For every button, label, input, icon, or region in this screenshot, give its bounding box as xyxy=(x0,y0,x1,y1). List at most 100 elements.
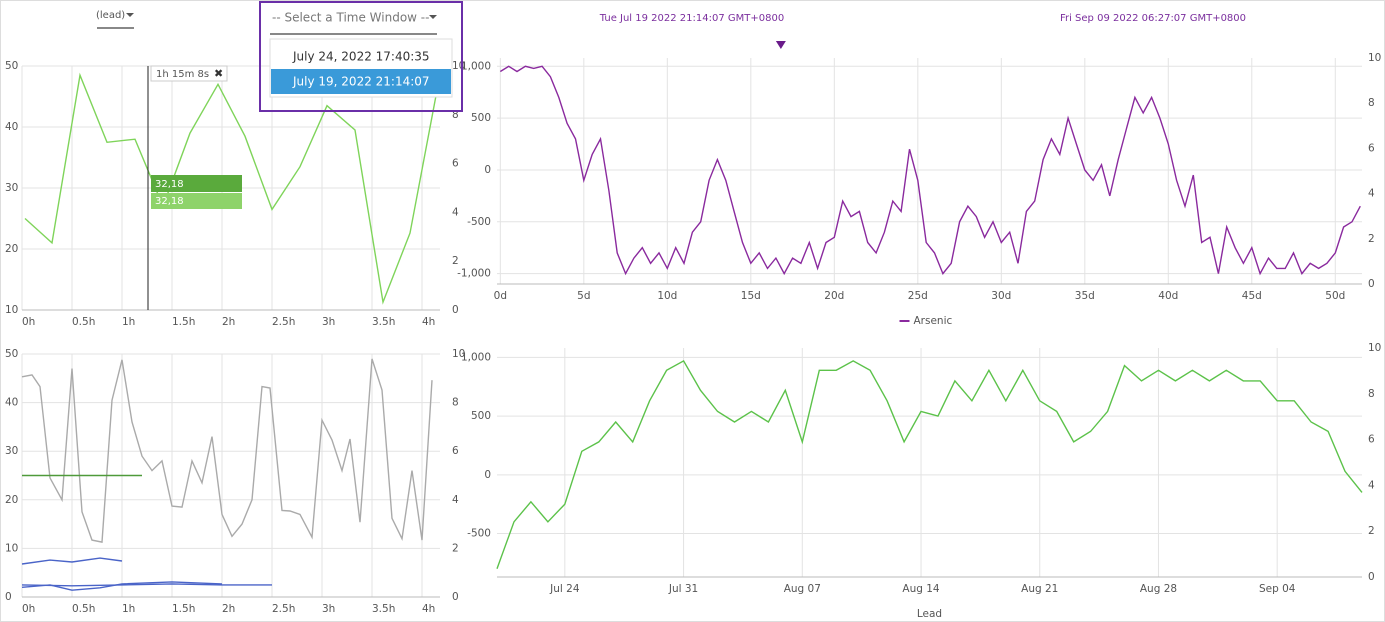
y-tick-label: 40 xyxy=(5,121,18,133)
x-tick-label: 35d xyxy=(1075,290,1095,302)
x-tick-label: Aug 07 xyxy=(784,583,821,595)
x-tick-label: 2.5h xyxy=(272,603,295,615)
y-tick-label: -500 xyxy=(467,528,491,540)
lead-dropdown-label[interactable]: (lead) xyxy=(96,10,125,21)
tooltip-text: 1h 15m 8s xyxy=(156,69,209,80)
x-tick-label: 2h xyxy=(222,316,235,328)
series-line xyxy=(499,65,1361,276)
y2-tick-label: 0 xyxy=(1368,571,1375,583)
y-tick-label: 40 xyxy=(5,397,18,409)
x-tick-label: 50d xyxy=(1325,290,1345,302)
x-tick-label: Sep 04 xyxy=(1259,583,1296,595)
tooltip-box xyxy=(150,65,228,82)
x-tick-label: 0.5h xyxy=(72,603,95,615)
range-end: Fri Sep 09 2022 06:27:07 GMT+0800 xyxy=(1060,13,1246,24)
y2-tick-label: 8 xyxy=(1368,97,1375,109)
legend-label: Arsenic xyxy=(914,315,953,327)
caret xyxy=(126,13,134,17)
y2-tick-label: 8 xyxy=(452,397,459,409)
y2-tick-label: 4 xyxy=(1368,188,1375,200)
underline xyxy=(270,33,437,35)
x-tick-label: 4h xyxy=(422,316,435,328)
x-tick-label: 3h xyxy=(322,603,335,615)
cursor-value: 32,18 xyxy=(155,196,184,207)
x-tick-label: 1h xyxy=(122,316,135,328)
x-tick-label: 1.5h xyxy=(172,603,195,615)
value-box xyxy=(151,193,242,209)
y2-tick-label: 10 xyxy=(1368,342,1381,354)
close-icon[interactable]: ✖ xyxy=(214,67,223,80)
y-tick-label: 0 xyxy=(484,469,491,481)
range-start: Tue Jul 19 2022 21:14:07 GMT+0800 xyxy=(599,13,784,24)
x-tick-label: 0h xyxy=(22,603,35,615)
y2-tick-label: 6 xyxy=(452,158,459,170)
x-tick-label: 25d xyxy=(908,290,928,302)
value-box xyxy=(151,175,242,192)
y2-tick-label: 8 xyxy=(1368,388,1375,400)
y2-tick-label: 4 xyxy=(452,206,459,218)
y-tick-label: 10 xyxy=(5,304,18,316)
x-tick-label: 5d xyxy=(577,290,590,302)
series-line xyxy=(496,359,1363,570)
lead-dropdown[interactable]: (lead) xyxy=(96,10,134,29)
y-tick-label: 1,000 xyxy=(461,60,491,72)
x-tick-label: 40d xyxy=(1158,290,1178,302)
x-tick-label: 1.5h xyxy=(172,316,195,328)
x-axis-title: Lead xyxy=(917,608,942,620)
y-tick-label: 30 xyxy=(5,182,18,194)
y-tick-label: 20 xyxy=(5,243,18,255)
series-line xyxy=(21,557,123,565)
series-line xyxy=(21,583,272,587)
x-tick-label: 0h xyxy=(22,316,35,328)
y2-tick-label: 10 xyxy=(452,348,465,360)
y2-tick-label: 4 xyxy=(452,494,459,506)
x-tick-label: 0d xyxy=(494,290,507,302)
y2-tick-label: 6 xyxy=(1368,142,1375,154)
x-tick-label: 2h xyxy=(222,603,235,615)
y2-tick-label: 2 xyxy=(1368,525,1375,537)
y-tick-label: 0 xyxy=(484,164,491,176)
charts: 0h 0.5h 1h 1.5h 2h 2.5h 3h 3.5h 4h10203040500246… xyxy=(5,41,1381,620)
x-tick-label: 1h xyxy=(122,603,135,615)
x-tick-label: Jul 31 xyxy=(668,583,698,595)
y2-tick-label: 8 xyxy=(452,109,459,121)
y-tick-label: 500 xyxy=(471,112,491,124)
y-tick-label: 1,000 xyxy=(461,351,491,363)
y-tick-label: 10 xyxy=(5,542,18,554)
cursor-value: 32,18 xyxy=(155,179,184,190)
y2-tick-label: 2 xyxy=(1368,233,1375,245)
series-line xyxy=(21,358,433,543)
option-highlight xyxy=(271,69,451,94)
option[interactable]: July 24, 2022 17:40:35 xyxy=(292,50,430,64)
x-tick-label: Aug 28 xyxy=(1140,583,1177,595)
x-tick-label: 4h xyxy=(422,603,435,615)
time-window-select[interactable]: -- Select a Time Window -- July 24, 2022… xyxy=(259,1,463,112)
y2-tick-label: 0 xyxy=(452,591,459,603)
y2-tick-label: 6 xyxy=(1368,434,1375,446)
series-line xyxy=(24,72,438,305)
y-tick-label: 20 xyxy=(5,494,18,506)
x-tick-label: 2.5h xyxy=(272,316,295,328)
cursor-tooltip: 1h 15m 8s ✖ 32,18 32,18 xyxy=(150,65,242,209)
option[interactable]: July 19, 2022 21:14:07 xyxy=(292,75,430,89)
y-tick-label: 30 xyxy=(5,445,18,457)
x-tick-label: 45d xyxy=(1242,290,1262,302)
underline xyxy=(97,27,134,29)
highlight-frame xyxy=(259,1,463,112)
x-tick-label: 20d xyxy=(824,290,844,302)
y-tick-label: 50 xyxy=(5,348,18,360)
y-tick-label: 500 xyxy=(471,410,491,422)
y-tick-label: -500 xyxy=(467,216,491,228)
y2-tick-label: 0 xyxy=(452,304,459,316)
x-tick-label: 30d xyxy=(991,290,1011,302)
x-tick-label: 3.5h xyxy=(372,603,395,615)
y2-tick-label: 10 xyxy=(1368,52,1381,64)
y2-tick-label: 6 xyxy=(452,445,459,457)
time-marker xyxy=(775,41,786,49)
select-placeholder[interactable]: -- Select a Time Window -- xyxy=(272,11,429,25)
x-tick-label: 10d xyxy=(657,290,677,302)
x-tick-label: 15d xyxy=(741,290,761,302)
x-tick-label: 3.5h xyxy=(372,316,395,328)
y-tick-label: 50 xyxy=(5,60,18,72)
